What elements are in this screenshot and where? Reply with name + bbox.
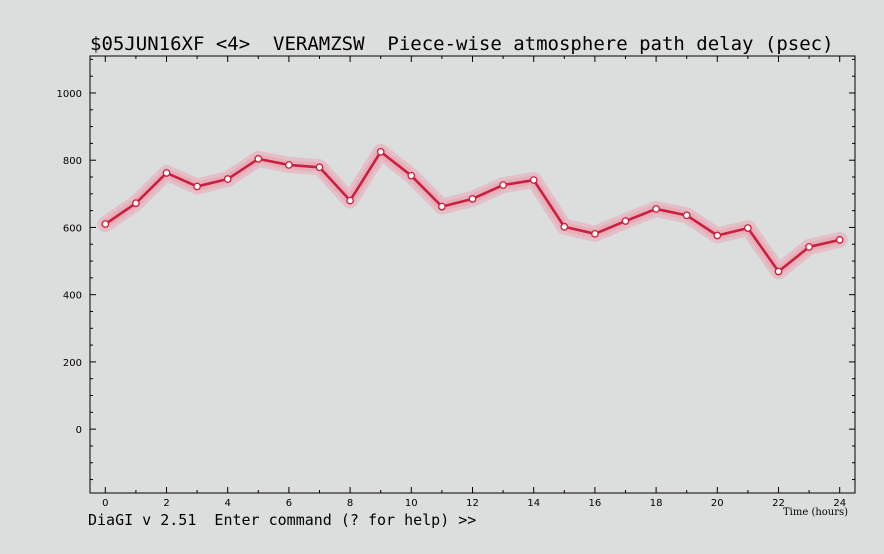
data-point (254, 155, 263, 163)
data-point (132, 199, 140, 208)
data-point (835, 236, 844, 244)
error-band-inner (100, 147, 845, 276)
data-point (376, 147, 385, 156)
y-tick-label: 400 (63, 291, 82, 302)
x-tick-label: 20 (711, 498, 724, 509)
y-tick-label: 600 (63, 223, 82, 234)
data-point (621, 217, 630, 225)
data-point (162, 169, 171, 177)
x-tick-label: 4 (225, 498, 231, 509)
x-tick-label: 22 (772, 498, 785, 509)
data-point (744, 224, 752, 232)
x-tick-label: 0 (102, 498, 108, 509)
y-tick-label: 1000 (57, 89, 82, 100)
data-point (193, 182, 201, 191)
x-tick-label: 24 (833, 498, 846, 509)
plot-frame (89, 55, 856, 494)
chart-title: $05JUN16XF <4> VERAMZSW Piece-wise atmos… (90, 33, 834, 55)
data-point (438, 202, 446, 211)
data-point (346, 196, 354, 205)
x-tick-label: 8 (347, 498, 353, 509)
y-tick-label: 800 (63, 156, 82, 167)
series-line (104, 150, 840, 273)
y-tick-label: 0 (76, 425, 82, 436)
x-tick-label: 2 (163, 498, 169, 509)
x-tick-label: 10 (405, 498, 418, 509)
command-prompt[interactable]: DiaGI v 2.51 Enter command (? for help) … (88, 511, 477, 529)
data-point (285, 161, 293, 169)
data-point (805, 243, 813, 251)
data-point (774, 267, 783, 276)
x-tick-label: 16 (589, 498, 602, 509)
data-point (591, 229, 599, 238)
data-point (407, 171, 416, 180)
data-point (315, 163, 324, 172)
data-point (223, 175, 232, 183)
error-band-outer (97, 143, 848, 280)
data-point (713, 231, 722, 240)
data-point (682, 211, 691, 220)
data-point (652, 205, 660, 213)
y-tick-label: 200 (63, 358, 82, 369)
series-line-group (104, 150, 840, 273)
data-point (468, 195, 477, 203)
data-point (101, 220, 110, 228)
x-tick-label: 12 (466, 498, 479, 509)
data-points (101, 147, 844, 276)
data-point (529, 176, 538, 184)
x-tick-label: 6 (286, 498, 292, 509)
x-tick-label: 14 (527, 498, 540, 509)
data-point (560, 222, 569, 231)
x-tick-label: 18 (650, 498, 663, 509)
error-band (97, 143, 848, 280)
x-axis-label: Time (hours) (783, 507, 848, 518)
data-point (499, 181, 507, 189)
